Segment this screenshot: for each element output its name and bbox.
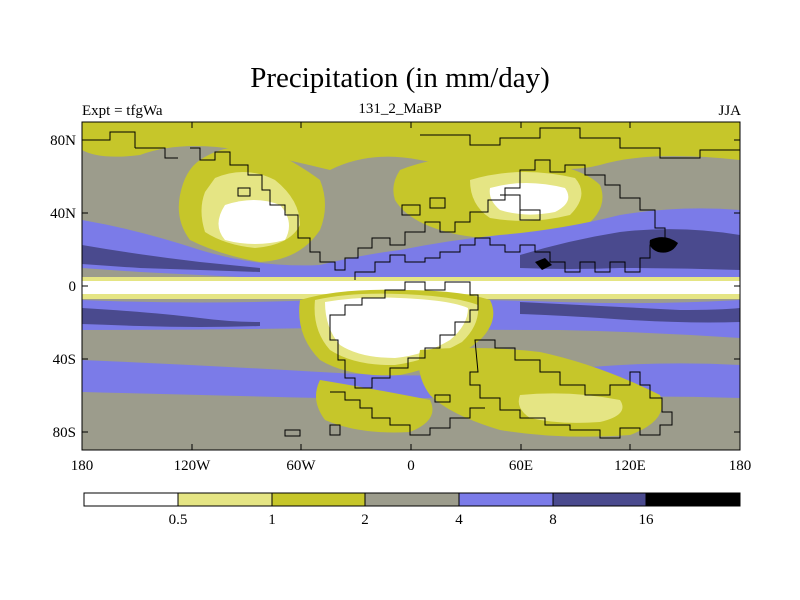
- continent-outlines: [82, 127, 740, 439]
- band-asia-monsoon: [520, 229, 740, 270]
- colorbar-label-4: 4: [455, 512, 463, 528]
- lat-label-0: 0: [69, 279, 77, 295]
- colorbar: [83, 492, 741, 507]
- lon-label-60e: 60E: [509, 458, 533, 474]
- lat-label-80s: 80S: [53, 425, 76, 441]
- colorbar-label-8: 8: [549, 512, 557, 528]
- lon-label-180w: 180: [71, 458, 94, 474]
- colorbar-bin-6: [645, 492, 741, 507]
- lat-ticks: [82, 139, 740, 433]
- colorbar-bin-3: [364, 492, 460, 507]
- lon-label-180e: 180: [729, 458, 752, 474]
- colorbar-label-2: 2: [361, 512, 369, 528]
- lon-ticks: [81, 122, 741, 450]
- region-monsoon-spot: [535, 258, 552, 270]
- colorbar-label-1: 1: [268, 512, 276, 528]
- map-title: Precipitation (in mm/day): [250, 62, 550, 94]
- precipitation-field: [82, 122, 740, 450]
- band-spcz: [82, 308, 260, 327]
- lon-label-120w: 120W: [174, 458, 212, 474]
- lon-label-60w: 60W: [286, 458, 316, 474]
- region-asia-dry: [489, 183, 569, 215]
- band-arctic: [82, 122, 740, 138]
- colorbar-bin-5: [552, 492, 647, 507]
- colorbar-bin-0: [83, 492, 179, 507]
- colorbar-label-16: 16: [639, 512, 655, 528]
- lon-label-120e: 120E: [614, 458, 646, 474]
- colorbar-label-0-5: 0.5: [169, 512, 188, 528]
- band-north-yellow: [82, 122, 740, 170]
- region-south-africa-light: [518, 393, 623, 423]
- lat-label-80n: 80N: [50, 133, 76, 149]
- season-label: JJA: [718, 103, 741, 119]
- band-indian-ocean: [520, 302, 740, 323]
- region-gondwana-dry: [325, 297, 468, 358]
- colorbar-bin-2: [271, 492, 366, 507]
- lat-label-40s: 40S: [53, 352, 76, 368]
- period-label: 131_2_MaBP: [358, 101, 442, 117]
- band-pacific-itcz: [82, 245, 260, 272]
- colorbar-bin-1: [177, 492, 273, 507]
- band-eq-edge-n: [82, 277, 740, 281]
- colorbar-bin-4: [458, 492, 554, 507]
- region-na-dry: [218, 200, 289, 244]
- lat-label-40n: 40N: [50, 206, 76, 222]
- band-equatorial-dry: [82, 280, 740, 297]
- experiment-label: Expt = tfgWa: [82, 103, 163, 119]
- lon-label-0: 0: [407, 458, 415, 474]
